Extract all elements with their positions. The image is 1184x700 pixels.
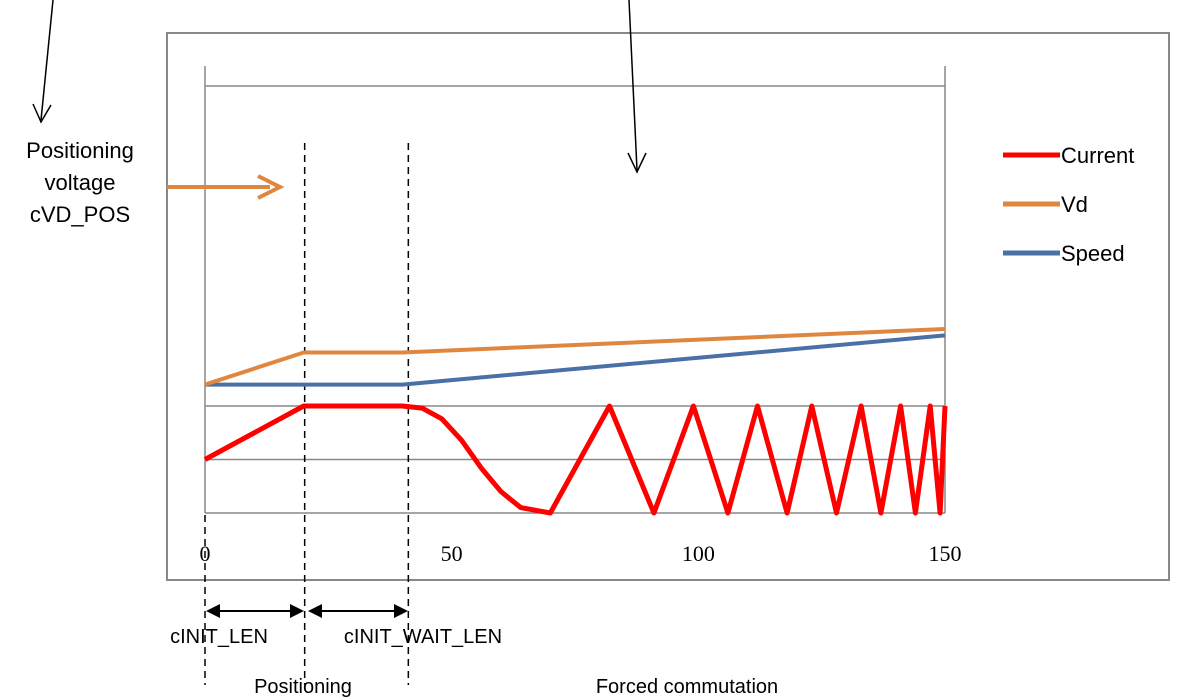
legend-label-vd: Vd	[1061, 192, 1088, 217]
init-len-label: cINIT_LEN	[170, 626, 268, 648]
phase-forced-commutation-label: Forced commutation	[596, 676, 778, 698]
legend-label-speed: Speed	[1061, 241, 1125, 266]
vd-pos-arrowhead	[257, 174, 285, 200]
x-tick-labels: 0 50 100 150	[200, 541, 962, 566]
init-len-arrow-right	[290, 604, 304, 618]
init-wait-len-label: cINIT_WAIT_LEN	[344, 626, 502, 648]
phase-markers	[204, 143, 410, 685]
init-wait-arrow-right	[394, 604, 408, 618]
positioning-voltage-label-1: Positioning	[26, 138, 134, 163]
chart-frame	[166, 32, 1170, 581]
annotations: Positioning voltage cVD_POS cINIT_LEN cI…	[26, 0, 778, 698]
series-group	[203, 327, 948, 516]
x-tick-label-3: 150	[929, 541, 962, 566]
legend: Current Vd Speed	[1003, 143, 1134, 266]
pointer-arrow-right	[628, 0, 638, 171]
pointer-arrowhead-right	[627, 152, 647, 174]
x-tick-label-1: 50	[441, 541, 463, 566]
positioning-voltage-label-2: voltage	[45, 170, 116, 195]
legend-label-current: Current	[1061, 143, 1134, 168]
init-len-arrow-left	[206, 604, 220, 618]
series-line-vd	[204, 327, 946, 387]
x-tick-label-2: 100	[682, 541, 715, 566]
positioning-voltage-label-3: cVD_POS	[30, 202, 130, 227]
phase-positioning-label: Positioning	[254, 676, 352, 698]
init-wait-arrow-left	[308, 604, 322, 618]
series-line-speed	[205, 333, 946, 387]
pointer-arrowhead-left	[32, 103, 52, 124]
pointer-arrow-left	[40, 0, 54, 121]
series-line-current	[203, 403, 948, 516]
x-tick-label-0: 0	[200, 541, 211, 566]
gridlines	[204, 66, 946, 514]
